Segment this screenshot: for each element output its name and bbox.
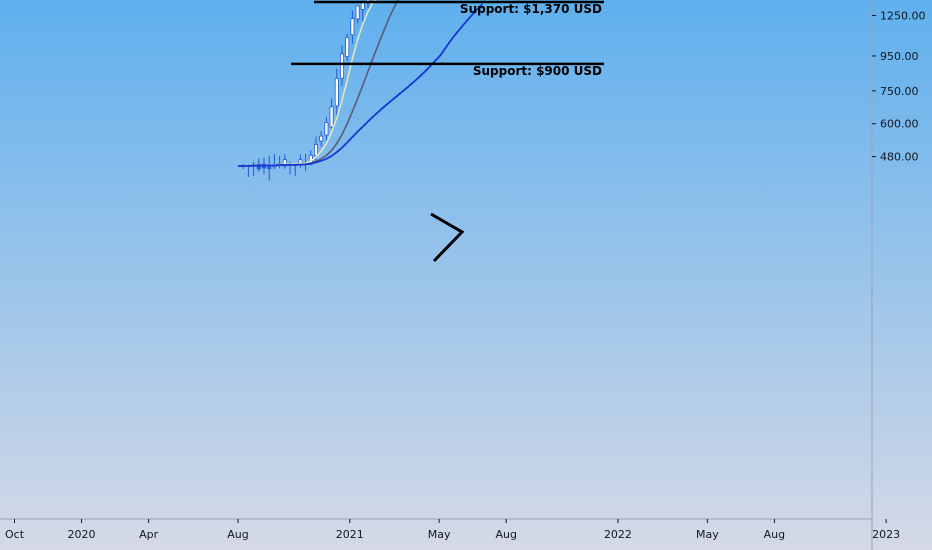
candle-body bbox=[324, 122, 329, 136]
time-axis[interactable]: Oct 2020 Apr Aug 2021 May Aug 2022 May Aug 2023 bbox=[5, 519, 900, 541]
candle-body bbox=[256, 164, 261, 170]
x-tick-label: Aug bbox=[495, 528, 516, 541]
x-tick-label: 2023 bbox=[872, 528, 900, 541]
x-tick-label: 2021 bbox=[336, 528, 364, 541]
candle-body bbox=[329, 106, 334, 128]
x-tick-label: Aug bbox=[764, 528, 785, 541]
candle-body bbox=[267, 166, 272, 170]
x-tick-label: May bbox=[428, 528, 451, 541]
y-tick-label: 950.00 bbox=[880, 50, 919, 63]
candle-body bbox=[339, 53, 344, 79]
y-tick-label: 750.00 bbox=[880, 85, 919, 98]
candle-body bbox=[350, 18, 355, 36]
candle-body bbox=[355, 5, 360, 20]
x-tick-label: 2020 bbox=[68, 528, 96, 541]
level-label: Support: $900 USD bbox=[473, 64, 602, 78]
candle-body bbox=[345, 37, 350, 58]
candle-body bbox=[313, 144, 318, 156]
triangle-pattern bbox=[430, 212, 465, 263]
triangle-outline bbox=[430, 212, 465, 263]
x-tick-label: Apr bbox=[139, 528, 159, 541]
x-tick-label: 2022 bbox=[604, 528, 632, 541]
ma-slow-line bbox=[237, 3, 484, 167]
price-axis[interactable]: 11000.008000.006000.004800.003600.002850… bbox=[872, 0, 932, 164]
y-tick-label: 1250.00 bbox=[880, 9, 926, 22]
y-tick-label: 480.00 bbox=[880, 151, 919, 164]
levels-layer: Historical Maximum Price: $$4,300 USDStr… bbox=[291, 0, 604, 78]
x-tick-label: Oct bbox=[5, 528, 25, 541]
candle-body bbox=[360, 2, 365, 10]
candle-body bbox=[334, 77, 339, 107]
y-tick-label: 600.00 bbox=[880, 118, 919, 131]
candle-body bbox=[319, 135, 324, 142]
level-label: Support: $1,370 USD bbox=[460, 2, 602, 16]
x-tick-label: Aug bbox=[227, 528, 248, 541]
candle-body bbox=[282, 159, 287, 167]
moving-averages-layer bbox=[237, 0, 484, 167]
x-tick-label: May bbox=[696, 528, 719, 541]
